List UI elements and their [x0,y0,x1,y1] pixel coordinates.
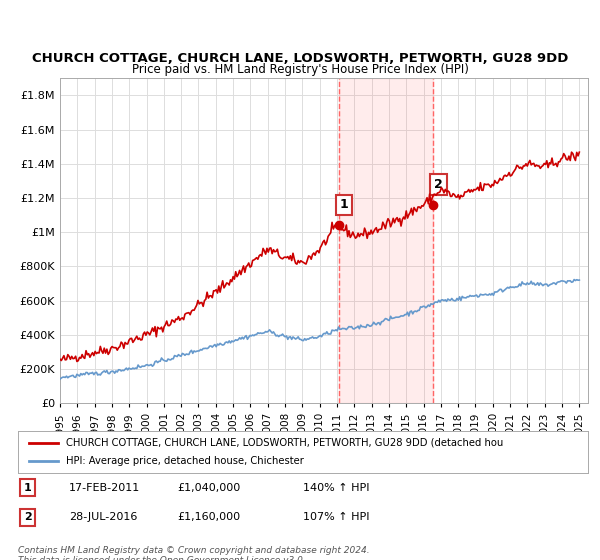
Text: CHURCH COTTAGE, CHURCH LANE, LODSWORTH, PETWORTH, GU28 9DD (detached hou: CHURCH COTTAGE, CHURCH LANE, LODSWORTH, … [67,438,504,448]
Text: Price paid vs. HM Land Registry's House Price Index (HPI): Price paid vs. HM Land Registry's House … [131,63,469,77]
Text: 2: 2 [434,178,443,191]
Text: £1,040,000: £1,040,000 [178,483,241,493]
Text: CHURCH COTTAGE, CHURCH LANE, LODSWORTH, PETWORTH, GU28 9DD: CHURCH COTTAGE, CHURCH LANE, LODSWORTH, … [32,52,568,66]
Text: £1,160,000: £1,160,000 [178,512,241,522]
Text: 140% ↑ HPI: 140% ↑ HPI [303,483,370,493]
Bar [339,78,433,403]
Text: Contains HM Land Registry data © Crown copyright and database right 2024.
This d: Contains HM Land Registry data © Crown c… [18,546,370,560]
Text: 2: 2 [24,512,31,522]
Text: HPI: Average price, detached house, Chichester: HPI: Average price, detached house, Chic… [67,456,304,466]
Text: 107% ↑ HPI: 107% ↑ HPI [303,512,370,522]
Text: 28-JUL-2016: 28-JUL-2016 [70,512,137,522]
Text: 1: 1 [340,198,349,212]
Text: 17-FEB-2011: 17-FEB-2011 [70,483,140,493]
Text: 1: 1 [24,483,31,493]
